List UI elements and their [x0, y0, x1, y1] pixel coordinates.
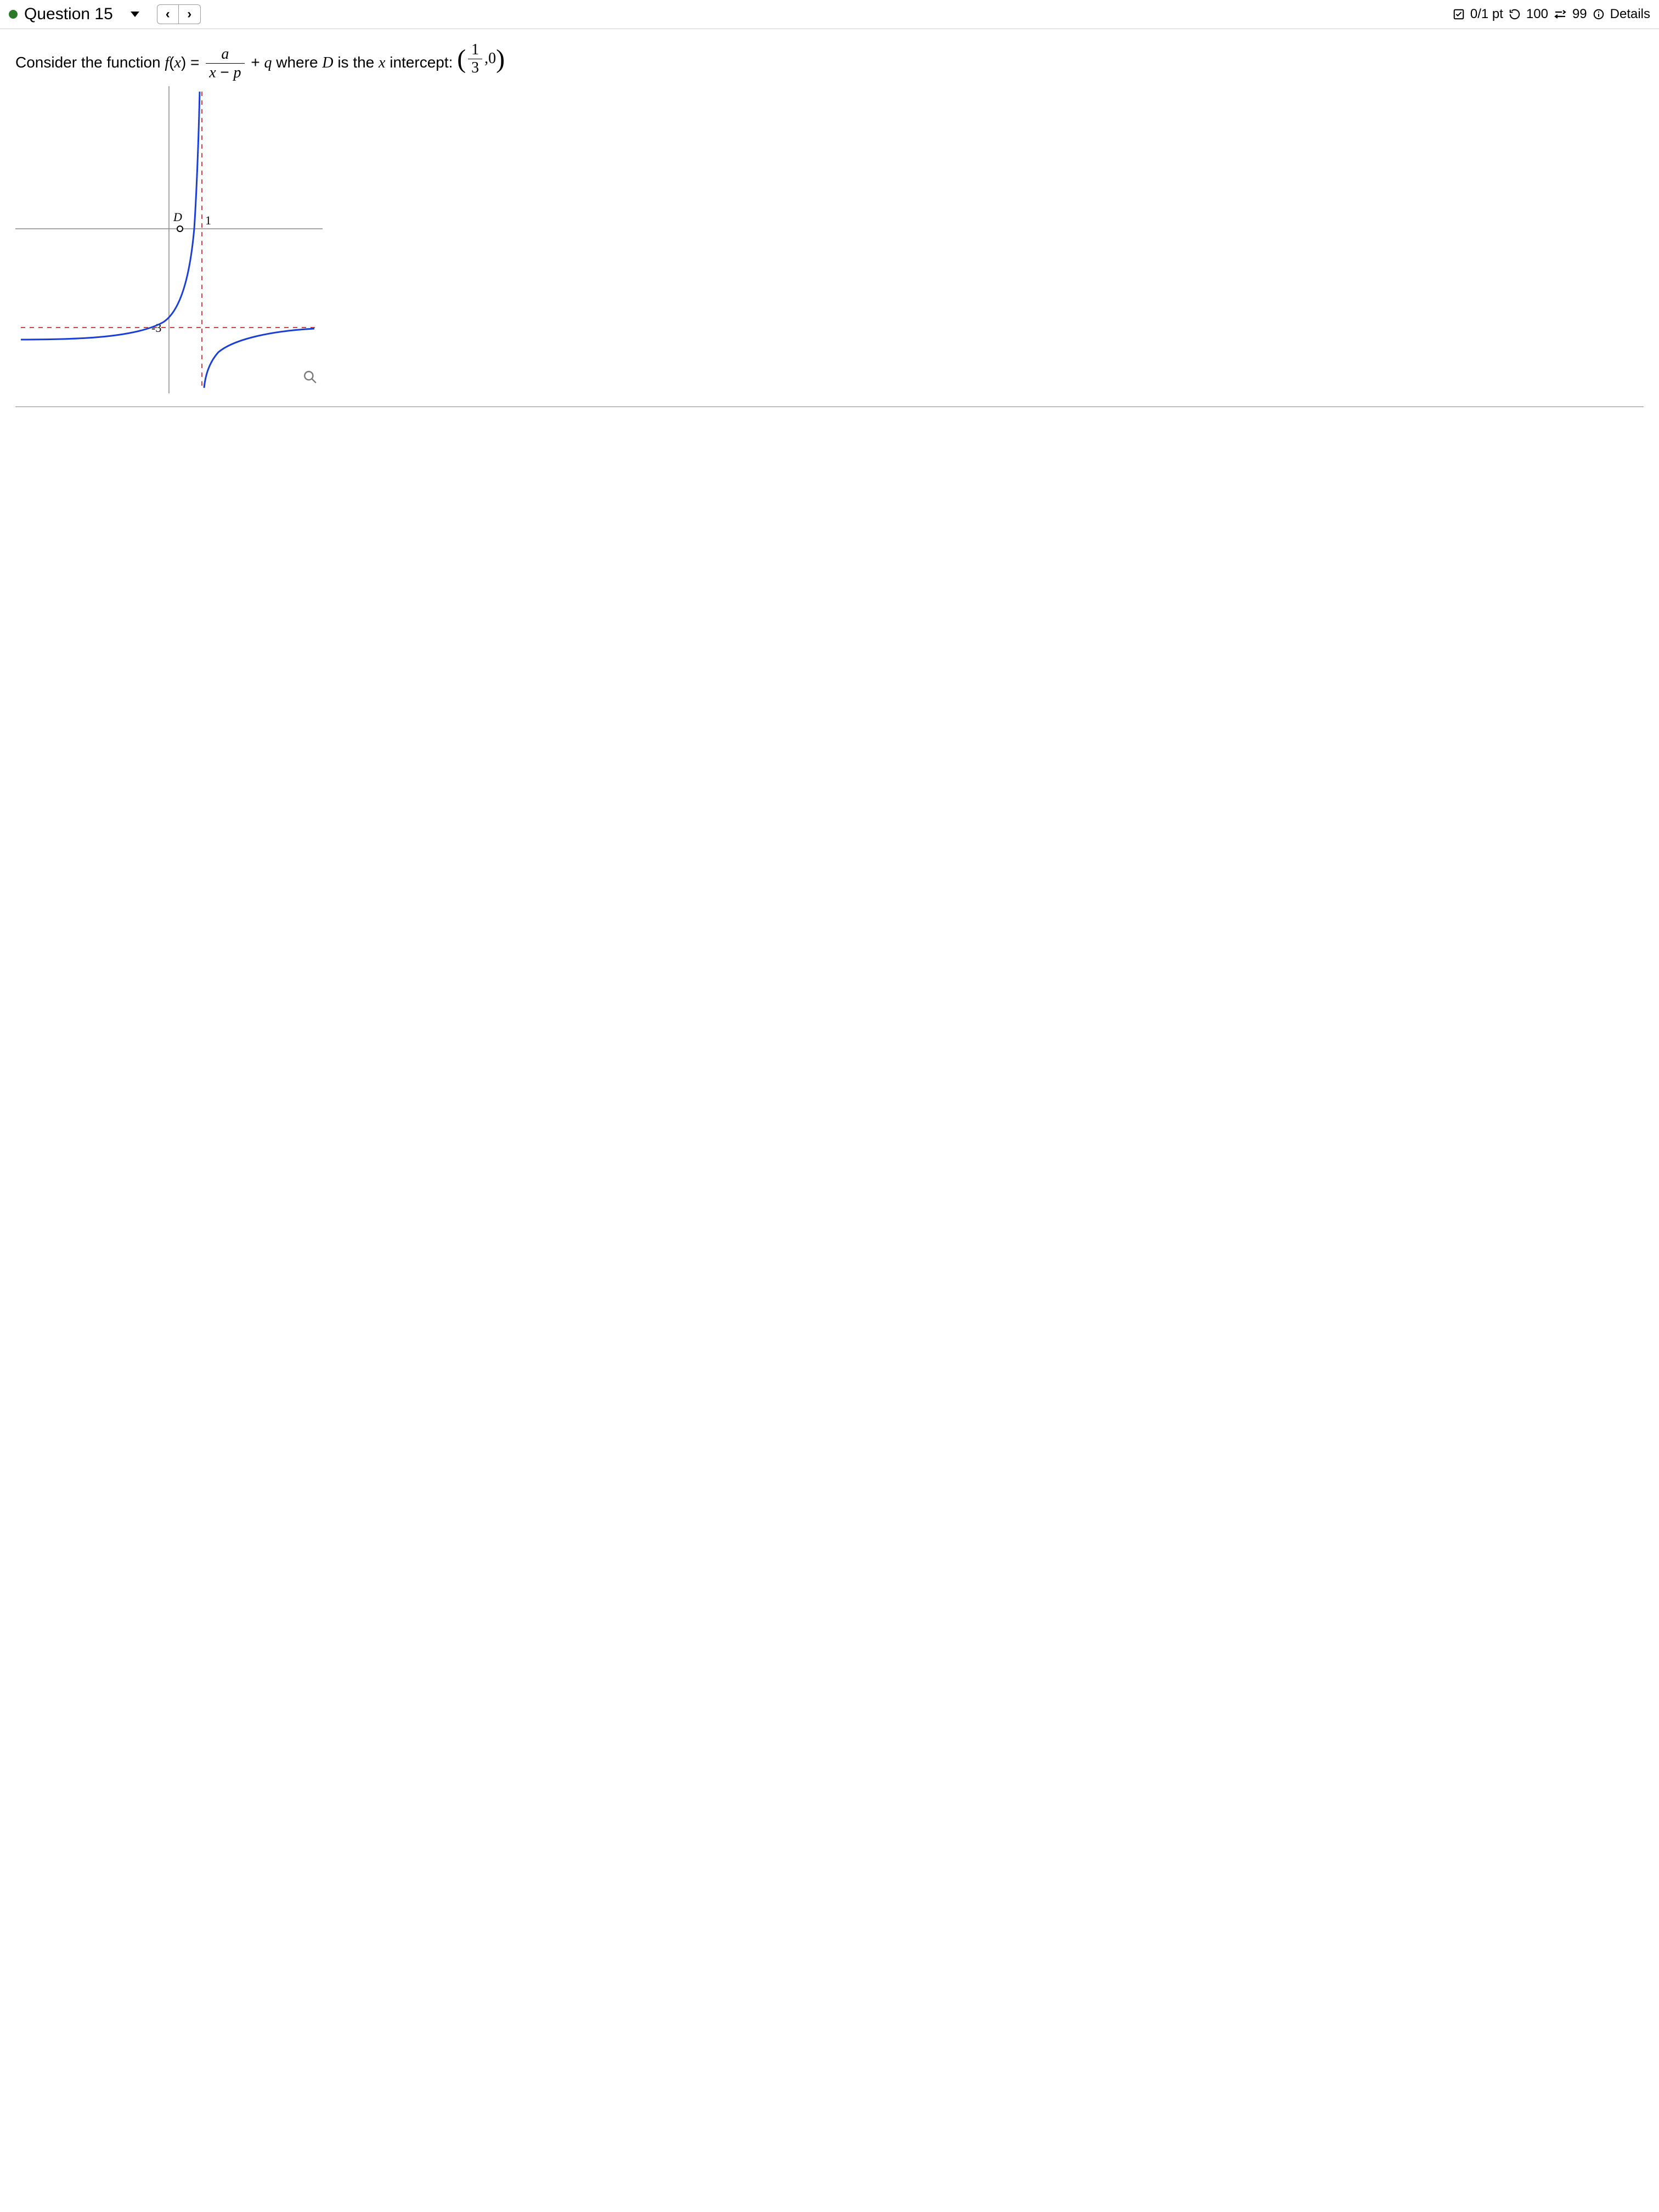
question-header: Question 15 ‹ › 0/1 pt 100 99 Details	[0, 0, 1659, 29]
next-question-button[interactable]: ›	[179, 4, 201, 24]
rparen: )	[496, 47, 505, 71]
minus: −	[216, 64, 234, 81]
den-x: x	[209, 64, 216, 81]
header-right: 0/1 pt 100 99 Details	[1453, 7, 1650, 22]
question-number: Question 15	[24, 5, 113, 24]
mid-isthe: is the	[337, 54, 379, 71]
fn-f: f	[165, 54, 169, 71]
details-link[interactable]: Details	[1610, 7, 1650, 22]
D: D	[322, 54, 333, 71]
xsym: x	[379, 54, 385, 71]
status-dot-icon	[9, 10, 18, 19]
curve-right-branch	[204, 329, 314, 388]
lparen: (	[457, 47, 466, 71]
prev-question-button[interactable]: ‹	[157, 4, 179, 24]
graph-svg: 1 -3 D	[15, 86, 323, 393]
zoom-icon[interactable]	[303, 370, 317, 388]
header-left: Question 15 ‹ ›	[9, 4, 201, 24]
d-point	[177, 226, 183, 232]
attempts-text: 99	[1572, 7, 1587, 22]
question-nav: ‹ ›	[157, 4, 201, 24]
equals: =	[186, 54, 204, 71]
intercept-y: 0	[488, 47, 496, 71]
plus: +	[251, 54, 264, 71]
comma: ,	[484, 47, 488, 71]
intercept-point: ( 1 3 , 0 )	[457, 42, 505, 76]
num-a: a	[221, 46, 229, 63]
den-p: p	[234, 64, 241, 81]
intercept-num: 1	[468, 42, 482, 59]
question-prompt: Consider the function f ( x) = a x − p + q…	[15, 42, 1644, 81]
prompt-lead: Consider the function	[15, 54, 165, 71]
checkbox-icon	[1453, 8, 1465, 20]
mid-where: where	[276, 54, 322, 71]
retry-icon	[1509, 8, 1521, 20]
intercept-den: 3	[468, 59, 482, 76]
fraction-a-over-xmp: a x − p	[206, 46, 244, 81]
graph-figure: 1 -3 D	[15, 86, 323, 393]
score-text: 0/1 pt	[1470, 7, 1503, 22]
d-label: D	[173, 210, 182, 224]
mid-intercept: intercept:	[390, 54, 457, 71]
attempts-icon	[1554, 9, 1567, 20]
tries-text: 100	[1526, 7, 1548, 22]
one-third: 1 3	[468, 42, 482, 76]
q: q	[264, 54, 272, 71]
info-icon[interactable]	[1593, 8, 1605, 20]
question-content: Consider the function f ( x) = a x − p + q…	[0, 29, 1659, 420]
fn-arg-x: x	[174, 54, 181, 71]
tick-1: 1	[205, 213, 211, 227]
question-dropdown-caret-icon[interactable]	[131, 12, 139, 17]
